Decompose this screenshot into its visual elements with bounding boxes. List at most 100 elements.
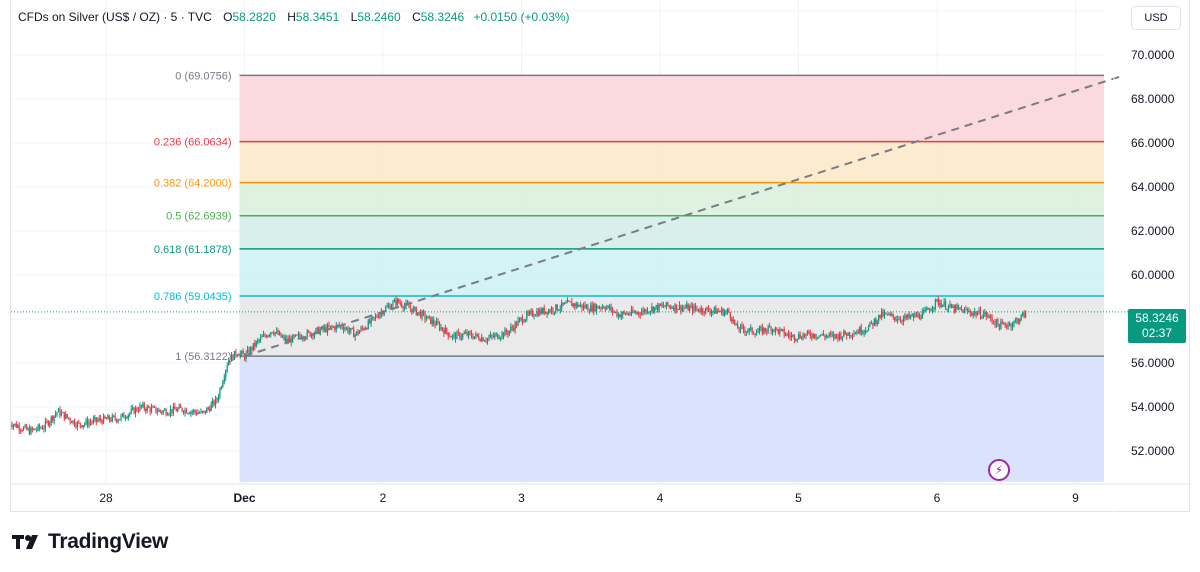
candle-body <box>409 307 412 309</box>
candle-body <box>143 403 145 410</box>
candle-body <box>946 309 948 311</box>
candle-body <box>856 331 858 334</box>
candle-body <box>995 319 998 326</box>
candle-body <box>891 314 893 316</box>
candle-body <box>379 314 381 318</box>
candle-body <box>661 305 663 307</box>
candle-body <box>873 319 875 326</box>
candle-body <box>513 327 515 331</box>
candle-body <box>849 332 851 336</box>
candle-body <box>73 420 76 426</box>
low-label: L <box>350 10 358 24</box>
candle-body <box>584 305 586 308</box>
candle-body <box>809 333 811 337</box>
candle-body <box>1017 319 1019 323</box>
candle-body <box>78 422 80 424</box>
candle-body <box>444 327 446 334</box>
candle-body <box>130 409 132 413</box>
candle-body <box>177 408 179 412</box>
candle-body <box>494 334 496 337</box>
symbol-title[interactable]: CFDs on Silver (US$ / OZ) · 5 · TVC <box>18 10 212 24</box>
candle-body <box>739 325 742 331</box>
candle-body <box>865 330 867 332</box>
candle-body <box>614 311 617 313</box>
candle-body <box>249 347 252 354</box>
candle-body <box>745 331 747 333</box>
candle-body <box>771 329 774 332</box>
candle-body <box>577 303 579 307</box>
candle-body <box>709 310 711 314</box>
candle-body <box>566 300 569 303</box>
chart-pane[interactable]: 0 (69.0756) 0.236 (66.0634) 0.382 (64.2000… <box>10 0 1191 512</box>
y-tick-label: 52.0000 <box>1131 444 1175 458</box>
candle-body <box>465 332 467 334</box>
y-tick-label: 60.0000 <box>1131 268 1175 282</box>
candle-body <box>556 304 558 311</box>
candle-body <box>793 334 795 340</box>
y-tick-label: 70.0000 <box>1131 48 1175 62</box>
candle-body <box>1007 325 1009 328</box>
candle-body <box>632 309 634 313</box>
candle-body <box>677 308 679 311</box>
candle-body <box>149 407 151 412</box>
candle-body <box>902 318 905 322</box>
candle-body <box>437 321 439 324</box>
candle-body <box>981 317 983 319</box>
candle-body <box>431 319 433 324</box>
candle-body <box>460 336 462 339</box>
candle-body <box>470 333 473 337</box>
x-tick-label: 28 <box>99 491 113 505</box>
candle-body <box>719 311 721 313</box>
candle-body <box>760 327 762 329</box>
candle-body <box>53 415 55 421</box>
candle-body <box>473 336 476 339</box>
fib-retracement[interactable]: 0 (69.0756) 0.236 (66.0634) 0.382 (64.2000… <box>154 70 1104 482</box>
candle-body <box>95 417 97 422</box>
candle-body <box>569 301 571 303</box>
candle-body <box>376 315 378 318</box>
candle-body <box>425 318 428 320</box>
candle-body <box>424 312 426 319</box>
candle-body <box>994 322 996 326</box>
candle-body <box>46 421 48 423</box>
brand-logo[interactable]: TradingView <box>12 528 168 556</box>
lightning-icon[interactable]: ⚡ <box>988 459 1010 481</box>
candle-body <box>123 413 125 418</box>
candle-body <box>236 355 238 357</box>
brand-name: TradingView <box>48 530 169 553</box>
candle-body <box>690 305 692 307</box>
candle-body <box>651 306 653 311</box>
candle-body <box>492 336 494 338</box>
candle-body <box>457 332 460 334</box>
candle-body <box>539 309 541 316</box>
candle-body <box>814 333 816 338</box>
candle-body <box>162 410 164 413</box>
candle-body <box>246 349 249 353</box>
candle-body <box>478 336 480 340</box>
chart-canvas[interactable]: 0 (69.0756) 0.236 (66.0634) 0.382 (64.2000… <box>11 0 1191 512</box>
candle-body <box>944 301 947 310</box>
candle-body <box>859 327 861 334</box>
candle-body <box>780 329 782 331</box>
candle-body <box>267 335 269 338</box>
candle-body <box>302 338 304 340</box>
candle-body <box>799 334 801 338</box>
candle-body <box>786 333 788 335</box>
candle-body <box>917 313 919 317</box>
candle-body <box>306 331 308 338</box>
candle-body <box>56 412 58 414</box>
currency-button[interactable]: USD <box>1131 6 1181 30</box>
candle-body <box>347 327 349 333</box>
symbol-legend[interactable]: CFDs on Silver (US$ / OZ) · 5 · TVC O58.… <box>18 10 570 24</box>
candle-body <box>758 328 761 332</box>
candle-body <box>1022 312 1024 315</box>
candle-body <box>491 335 493 337</box>
candle-body <box>383 311 385 315</box>
candle-body <box>985 312 987 317</box>
candle-body <box>260 337 262 340</box>
candle-body <box>463 333 465 335</box>
candle-body <box>201 411 204 413</box>
candle-body <box>668 305 670 307</box>
candle-body <box>542 308 544 314</box>
candle-body <box>942 304 944 307</box>
